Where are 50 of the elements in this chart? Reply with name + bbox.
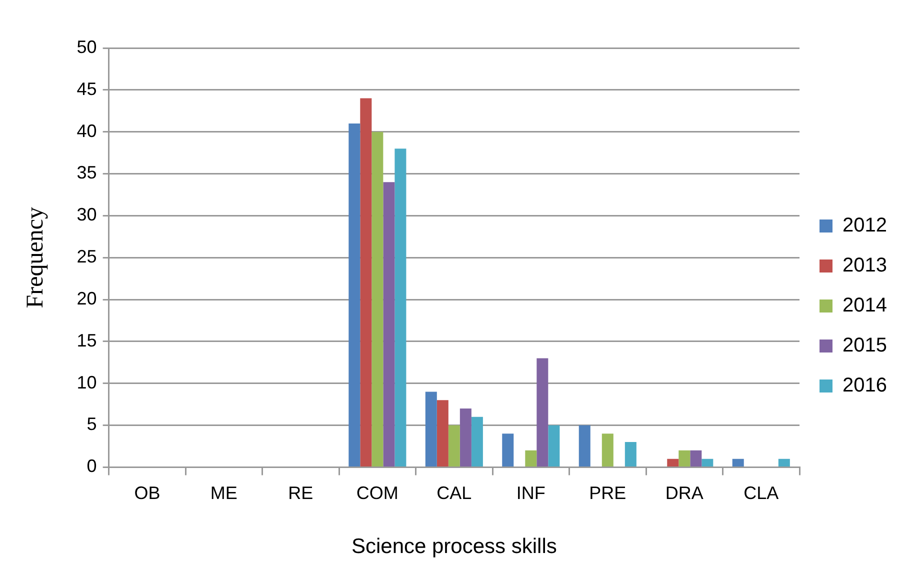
bar xyxy=(678,450,690,466)
legend-label: 2012 xyxy=(842,214,888,237)
x-tick-label: INF xyxy=(516,482,546,503)
bar xyxy=(383,182,395,466)
legend-label: 2015 xyxy=(842,334,888,357)
y-tick-label: 45 xyxy=(76,78,97,99)
x-tick-label: RE xyxy=(288,482,314,503)
legend-label: 2013 xyxy=(842,254,888,277)
legend-label: 2014 xyxy=(842,294,888,317)
x-tick-label: DRA xyxy=(665,482,704,503)
y-tick-label: 50 xyxy=(76,36,97,57)
bar xyxy=(425,392,437,466)
bar xyxy=(548,425,560,466)
bar xyxy=(536,358,548,466)
y-tick-label: 20 xyxy=(76,288,97,308)
bar xyxy=(624,442,636,466)
bar xyxy=(436,400,448,466)
y-tick-label: 40 xyxy=(76,120,97,141)
x-tick-label: ME xyxy=(210,482,238,503)
y-tick-label: 10 xyxy=(76,372,97,392)
bar xyxy=(525,450,537,466)
bar xyxy=(348,123,360,466)
x-tick-label: OB xyxy=(134,482,160,503)
y-tick-label: 5 xyxy=(86,414,97,434)
x-tick-label: CLA xyxy=(744,482,779,503)
legend-label: 2016 xyxy=(842,374,888,397)
x-tick-label: PRE xyxy=(589,482,626,503)
bar xyxy=(778,458,790,466)
bar xyxy=(394,148,406,466)
y-tick-label: 35 xyxy=(76,162,97,183)
bar xyxy=(460,408,472,466)
y-tick-label: 0 xyxy=(86,456,97,476)
y-tick-label: 15 xyxy=(76,330,97,350)
bar xyxy=(732,458,744,466)
bar xyxy=(602,434,614,466)
y-axis-title: Frequency xyxy=(22,206,49,308)
bar xyxy=(360,98,372,466)
x-tick-label: CAL xyxy=(436,482,472,503)
x-axis-title: Science process skills xyxy=(351,535,557,558)
bar xyxy=(372,132,384,466)
bar xyxy=(502,434,514,466)
bar xyxy=(578,425,590,466)
bar xyxy=(690,450,702,466)
x-tick-label: COM xyxy=(356,482,398,503)
y-tick-label: 30 xyxy=(76,204,97,225)
bar xyxy=(471,416,483,466)
bar xyxy=(702,458,714,466)
bar xyxy=(667,458,679,466)
bar xyxy=(448,425,460,466)
y-tick-label: 25 xyxy=(76,246,97,267)
